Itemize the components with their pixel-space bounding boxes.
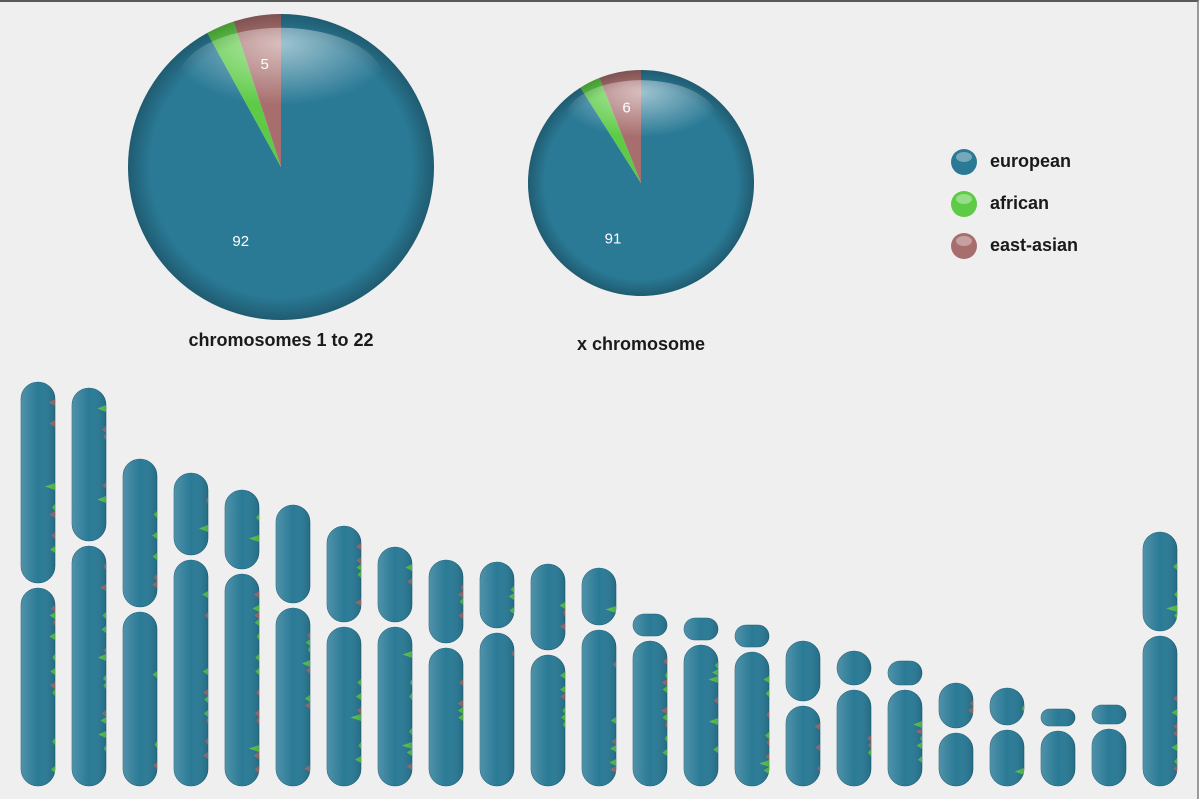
chromosome-9 bbox=[428, 559, 464, 787]
chromosome-10 bbox=[479, 561, 515, 787]
q-arm-shade bbox=[786, 706, 820, 786]
chromosome-15 bbox=[734, 624, 770, 787]
p-arm-shade bbox=[531, 564, 565, 650]
chromosome-5 bbox=[224, 489, 260, 787]
q-arm-shade bbox=[633, 641, 667, 786]
p-arm-shade bbox=[21, 382, 55, 583]
q-arm-shade bbox=[225, 574, 259, 786]
q-arm-shade bbox=[888, 690, 922, 786]
p-arm-shade bbox=[327, 526, 361, 622]
q-arm-shade bbox=[276, 608, 310, 786]
legend: european african east-asian bbox=[951, 149, 1078, 259]
chromosome-16 bbox=[785, 640, 821, 787]
q-arm-shade bbox=[837, 690, 871, 786]
p-arm-shade bbox=[1092, 705, 1126, 724]
legend-swatch-gloss bbox=[956, 236, 972, 246]
p-arm-shade bbox=[684, 618, 718, 640]
pie-title: chromosomes 1 to 22 bbox=[188, 330, 373, 350]
chromosome-22 bbox=[1091, 704, 1127, 787]
chromosome-21 bbox=[1040, 708, 1076, 787]
pie-label-european: 91 bbox=[605, 230, 622, 247]
p-arm-shade bbox=[480, 562, 514, 628]
chromosome-1 bbox=[20, 381, 56, 787]
pie-label-east-asian: 5 bbox=[261, 56, 269, 73]
chromosome-7 bbox=[326, 525, 362, 787]
p-arm-shade bbox=[786, 641, 820, 701]
p-arm-shade bbox=[990, 688, 1024, 725]
pie-label-east-asian: 6 bbox=[622, 100, 630, 117]
chromosome-ideogram bbox=[20, 381, 1178, 787]
q-arm-shade bbox=[735, 652, 769, 786]
pie-gloss bbox=[564, 80, 718, 162]
q-arm-shade bbox=[1143, 636, 1177, 786]
chromosome-18 bbox=[887, 660, 923, 787]
pie-charts: 92 5 chromosomes 1 to 22 91 6 x chromosome bbox=[128, 14, 754, 354]
chromosome-6 bbox=[275, 504, 311, 787]
chromosome-19 bbox=[938, 682, 974, 787]
q-arm-shade bbox=[1041, 731, 1075, 786]
q-arm-shade bbox=[990, 730, 1024, 786]
chromosome-4 bbox=[173, 472, 209, 787]
q-arm-shade bbox=[174, 560, 208, 786]
pie-chart-2: 91 6 x chromosome bbox=[527, 70, 754, 354]
chromosome-17 bbox=[836, 650, 872, 787]
pie-chart-1: 92 5 chromosomes 1 to 22 bbox=[128, 14, 434, 350]
legend-swatch-gloss bbox=[956, 152, 972, 162]
p-arm-shade bbox=[888, 661, 922, 685]
chromosome-12 bbox=[581, 567, 617, 787]
p-arm-shade bbox=[735, 625, 769, 647]
q-arm-shade bbox=[531, 655, 565, 786]
p-arm-shade bbox=[582, 568, 616, 625]
chromosome-3 bbox=[122, 458, 158, 787]
p-arm-shade bbox=[225, 490, 259, 569]
legend-swatch bbox=[951, 191, 977, 217]
legend-swatch bbox=[951, 149, 977, 175]
legend-item-african: african bbox=[951, 191, 1049, 217]
q-arm-shade bbox=[327, 627, 361, 786]
q-arm-shade bbox=[72, 546, 106, 786]
q-arm-shade bbox=[684, 645, 718, 786]
p-arm-shade bbox=[1041, 709, 1075, 726]
q-arm-shade bbox=[429, 648, 463, 786]
q-arm-shade bbox=[123, 612, 157, 786]
p-arm-shade bbox=[123, 459, 157, 607]
chromosome-8 bbox=[377, 546, 413, 787]
pie-label-european: 92 bbox=[232, 233, 249, 250]
q-arm-shade bbox=[1092, 729, 1126, 786]
pie-gloss bbox=[176, 27, 386, 138]
chromosome-20 bbox=[989, 687, 1025, 787]
p-arm-shade bbox=[174, 473, 208, 555]
legend-item-european: european bbox=[951, 149, 1071, 175]
p-arm-shade bbox=[72, 388, 106, 541]
chromosome-13 bbox=[632, 613, 668, 787]
q-arm-shade bbox=[378, 627, 412, 786]
p-arm-shade bbox=[939, 683, 973, 728]
chromosome-11 bbox=[530, 563, 566, 787]
chromosome-X bbox=[1142, 531, 1178, 787]
p-arm-shade bbox=[429, 560, 463, 643]
p-arm-shade bbox=[1143, 532, 1177, 631]
legend-label: european bbox=[990, 151, 1071, 171]
legend-swatch-gloss bbox=[956, 194, 972, 204]
p-arm-shade bbox=[633, 614, 667, 636]
p-arm-shade bbox=[837, 651, 871, 685]
legend-item-east-asian: east-asian bbox=[951, 233, 1078, 259]
q-arm-shade bbox=[21, 588, 55, 786]
pie-title: x chromosome bbox=[577, 334, 705, 354]
legend-label: east-asian bbox=[990, 235, 1078, 255]
q-arm-shade bbox=[480, 633, 514, 786]
legend-swatch bbox=[951, 233, 977, 259]
p-arm-shade bbox=[378, 547, 412, 622]
q-arm-shade bbox=[582, 630, 616, 786]
legend-label: african bbox=[990, 193, 1049, 213]
chromosome-14 bbox=[683, 617, 719, 787]
chromosome-2 bbox=[71, 387, 107, 787]
p-arm-shade bbox=[276, 505, 310, 603]
q-arm-shade bbox=[939, 733, 973, 786]
